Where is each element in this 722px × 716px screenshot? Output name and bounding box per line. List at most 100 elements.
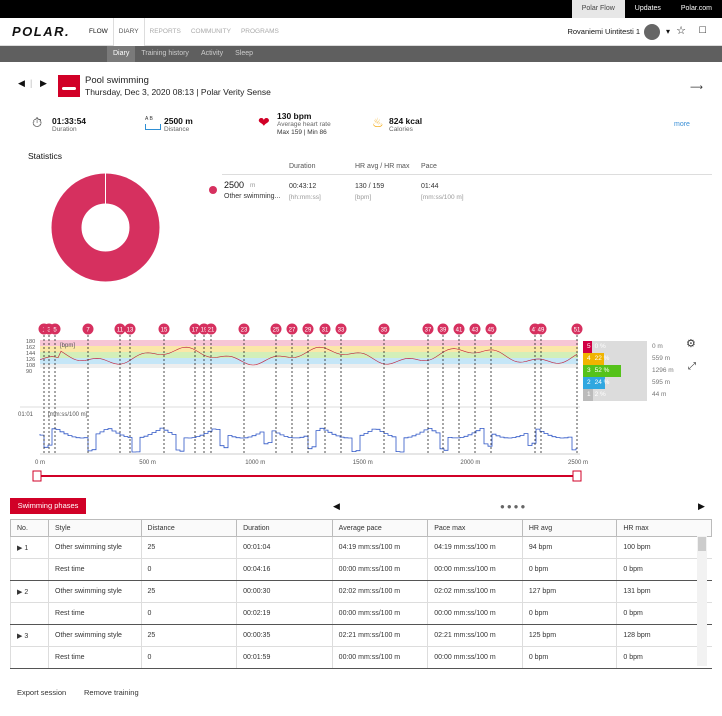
tab-activity[interactable]: Activity xyxy=(200,50,224,57)
lap-marker[interactable] xyxy=(270,323,282,335)
cell-text: 00:00 mm:ss/100 m xyxy=(434,610,496,617)
swimming-phases-button[interactable]: Swimming phases xyxy=(10,498,86,514)
polar-logo[interactable]: POLAR. xyxy=(12,24,71,39)
more-link[interactable]: more xyxy=(674,121,690,128)
heart-icon: ❤ xyxy=(258,114,270,130)
scrollbar-thumb[interactable] xyxy=(698,537,706,551)
lap-markers[interactable]: 1357111315171921232527293133353739414345… xyxy=(38,323,583,455)
stat-hr-unit: [bpm] xyxy=(355,194,372,201)
cell-text: 00:00:35 xyxy=(243,632,271,639)
lap-marker[interactable] xyxy=(378,323,390,335)
lap-marker[interactable] xyxy=(453,323,465,335)
next-session-icon[interactable]: ▶ xyxy=(40,78,47,88)
tab-diary[interactable]: Diary xyxy=(107,46,136,62)
lap-marker[interactable] xyxy=(535,323,547,335)
polar-com-link[interactable]: Polar.com xyxy=(680,5,712,12)
remove-training-link[interactable]: Remove training xyxy=(84,688,139,697)
stat-hr: 130 / 159 xyxy=(355,183,385,190)
table-row[interactable]: ▶ 2 Other swimming style 25 00:00:30 02:02 m… xyxy=(9,580,712,603)
chevron-down-icon[interactable]: ▾ xyxy=(665,27,670,36)
sync-icon[interactable]: □ xyxy=(699,24,706,36)
expand-row-icon[interactable]: ▶ xyxy=(17,588,25,596)
cell-text: 00:00 mm:ss/100 m xyxy=(338,566,401,573)
nav-reports[interactable]: REPORTS xyxy=(149,28,181,35)
lap-marker-label: 27 xyxy=(289,328,296,334)
phases-pager[interactable]: ●●●● xyxy=(500,502,528,511)
zone-distance: 1296 m xyxy=(652,367,674,374)
nav-community[interactable]: COMMUNITY xyxy=(190,28,231,35)
lap-marker[interactable] xyxy=(302,323,314,335)
expand-row-icon[interactable]: ▶ xyxy=(17,632,25,640)
phases-scrollbar[interactable] xyxy=(697,536,707,666)
heart-rate-label: Average heart rate xyxy=(277,121,331,128)
export-session-link[interactable]: Export session xyxy=(17,688,67,697)
stat-header-pace: Pace xyxy=(421,163,437,170)
heart-rate-range: Max 159 | Min 86 xyxy=(277,129,327,136)
avatar[interactable] xyxy=(644,24,660,40)
lap-marker-label: 21 xyxy=(208,328,215,334)
expand-row-icon[interactable]: ▶ xyxy=(17,544,25,552)
hr-tick-label: 162 xyxy=(26,345,35,351)
cell-distance: 25 xyxy=(140,580,237,603)
x-tick-label: 0 m xyxy=(35,460,45,466)
range-slider-track[interactable] xyxy=(35,475,580,477)
lap-marker[interactable] xyxy=(205,323,217,335)
settings-gear-icon[interactable]: ⚙ xyxy=(686,338,696,350)
main-header: POLAR. FLOW DIARY REPORTS COMMUNITY PROG… xyxy=(0,18,722,46)
user-name[interactable]: Rovaniemi Uintitesti 1 xyxy=(567,27,640,36)
phases-next-icon[interactable]: ▶ xyxy=(698,501,705,511)
zone-distance: 0 m xyxy=(652,343,663,350)
nav-flow[interactable]: FLOW xyxy=(89,28,108,35)
tab-training-history[interactable]: Training history xyxy=(141,50,189,57)
nav-diary[interactable]: DIARY xyxy=(112,18,145,46)
zone-distance: 44 m xyxy=(652,391,667,398)
lap-marker[interactable] xyxy=(238,323,250,335)
lap-marker-label: 41 xyxy=(456,328,463,334)
nav-programs[interactable]: PROGRAMS xyxy=(240,28,279,35)
lap-marker-label: 19 xyxy=(201,328,208,334)
phases-prev-icon[interactable]: ◀ xyxy=(333,501,340,511)
distance-label: Distance xyxy=(164,126,190,133)
cell-pace-max: 00:00 mm:ss/100 m xyxy=(427,646,523,669)
lap-marker[interactable] xyxy=(114,323,126,335)
lap-marker-label: 23 xyxy=(241,328,248,334)
lap-marker[interactable] xyxy=(286,323,298,335)
heart-rate-value: 130 bpm xyxy=(277,111,312,121)
lap-marker[interactable] xyxy=(437,323,449,335)
flame-icon: ♨ xyxy=(372,115,384,130)
range-slider-left-handle[interactable] xyxy=(32,470,42,482)
lap-marker[interactable] xyxy=(571,323,583,335)
fullscreen-icon[interactable]: ⤢ xyxy=(688,361,696,372)
cell-duration: 00:00:30 xyxy=(236,580,333,603)
range-slider-right-handle[interactable] xyxy=(572,470,582,482)
table-row[interactable]: ▶ 3 Other swimming style 25 00:00:35 02:21 m… xyxy=(9,624,712,647)
x-tick-label: 1000 m xyxy=(245,460,265,466)
lap-marker[interactable] xyxy=(49,323,61,335)
lap-marker[interactable] xyxy=(82,323,94,335)
share-icon[interactable]: ⟶ xyxy=(690,82,703,92)
cell-pace-max: 00:00 mm:ss/100 m xyxy=(427,602,523,625)
previous-session-icon[interactable]: ◀ xyxy=(18,78,25,88)
lap-marker[interactable] xyxy=(319,323,331,335)
cell-hr-max: 0 bpm xyxy=(616,646,712,669)
table-row[interactable]: ▶ 1 Other swimming style 25 00:01:04 04:19 m… xyxy=(9,536,712,559)
lap-marker[interactable] xyxy=(422,323,434,335)
polar-flow-link[interactable]: Polar Flow xyxy=(571,0,625,18)
zone-distance: 595 m xyxy=(652,379,671,386)
cell-text: 0 bpm xyxy=(623,654,643,661)
cell-distance: 25 xyxy=(140,624,237,647)
lap-marker[interactable] xyxy=(335,323,347,335)
star-icon[interactable]: ☆ xyxy=(676,25,686,37)
lap-marker[interactable] xyxy=(469,323,481,335)
cell-text: 0 bpm xyxy=(623,610,643,617)
lap-marker[interactable] xyxy=(189,323,201,335)
lap-marker[interactable] xyxy=(158,323,170,335)
lap-marker[interactable] xyxy=(485,323,497,335)
lap-marker[interactable] xyxy=(124,323,136,335)
lap-marker-label: 47 xyxy=(532,328,539,334)
lap-marker-label: 45 xyxy=(488,328,495,334)
tab-sleep[interactable]: Sleep xyxy=(235,50,254,57)
cell-duration: 00:04:16 xyxy=(236,558,333,581)
updates-link[interactable]: Updates xyxy=(634,5,661,12)
